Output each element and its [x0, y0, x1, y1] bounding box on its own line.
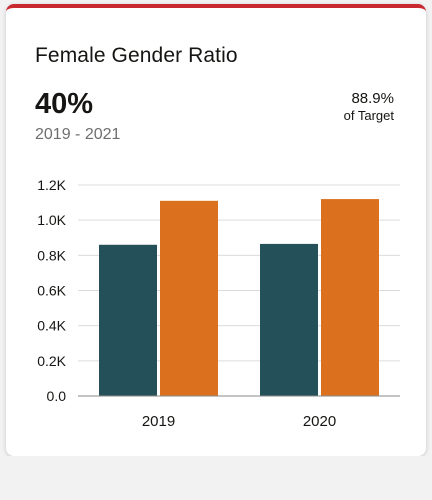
target-block: 88.9% of Target [344, 90, 394, 123]
x-axis-ticks: 2019 2020 [142, 413, 336, 430]
period-label: 2019 - 2021 [35, 126, 121, 143]
y-tick-label: 0.6K [37, 283, 66, 299]
bar-2019-series-2[interactable] [160, 200, 218, 396]
y-tick-label: 0.0 [47, 388, 67, 404]
y-tick-label: 0.2K [37, 353, 66, 369]
y-axis-ticks: 0.0 0.2K 0.4K 0.6K 0.8K 1.0K 1.2K [37, 177, 66, 404]
target-label: of Target [343, 108, 394, 123]
x-tick-label: 2020 [303, 413, 336, 430]
y-tick-label: 0.4K [37, 318, 66, 334]
y-tick-label: 1.2K [37, 177, 66, 193]
card-footer-strip [6, 456, 426, 500]
card-title: Female Gender Ratio [35, 44, 238, 67]
bar-2019-series-1[interactable] [99, 244, 157, 396]
bar-2020-series-2[interactable] [321, 199, 379, 396]
target-percent: 88.9% [351, 90, 394, 107]
kpi-value: 40% [35, 88, 94, 120]
y-tick-label: 1.0K [37, 212, 66, 228]
y-tick-label: 0.8K [37, 247, 66, 263]
bars [99, 199, 379, 396]
bar-2020-series-1[interactable] [260, 243, 318, 396]
x-tick-label: 2019 [142, 413, 175, 430]
